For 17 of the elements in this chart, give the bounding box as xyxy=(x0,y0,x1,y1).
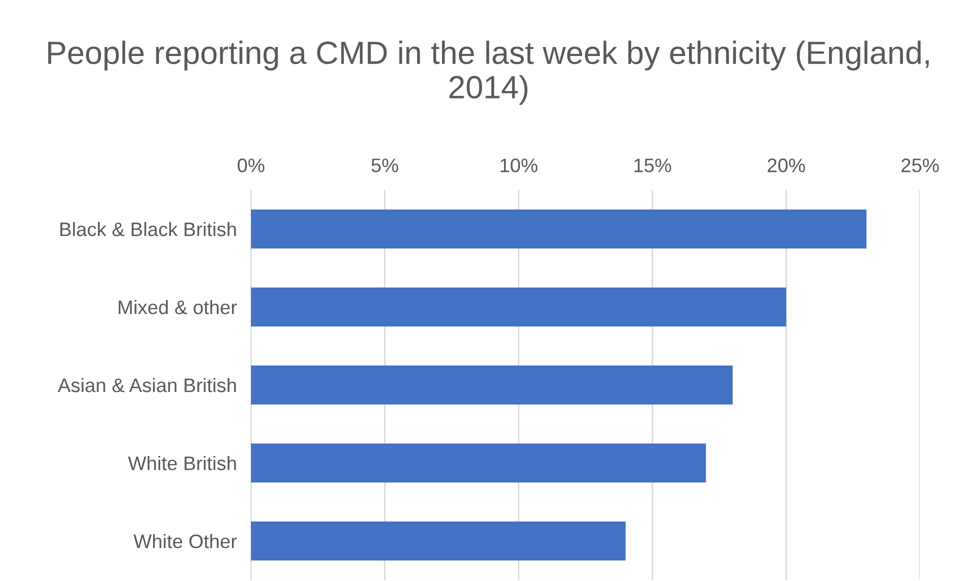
chart-title: People reporting a CMD in the last week by ethnicity (England, 2014) xyxy=(48,40,929,105)
y-tick-label: White British xyxy=(128,456,236,470)
bar xyxy=(251,444,706,482)
y-tick-label: White Other xyxy=(133,534,237,548)
bar xyxy=(251,288,786,326)
x-tick-label: 0% xyxy=(238,158,264,172)
bar xyxy=(251,522,626,560)
x-tick-label: 25% xyxy=(902,158,939,172)
x-tick-label: 20% xyxy=(768,158,805,172)
bar xyxy=(251,366,733,404)
x-tick-label: 5% xyxy=(372,158,398,172)
bar xyxy=(251,210,866,248)
y-tick-label: Mixed & other xyxy=(118,300,237,314)
y-tick-label: Black & Black British xyxy=(60,222,236,236)
x-tick-label: 15% xyxy=(634,158,672,172)
x-tick-label: 10% xyxy=(500,158,538,172)
y-tick-label: Asian & Asian British xyxy=(58,378,236,392)
